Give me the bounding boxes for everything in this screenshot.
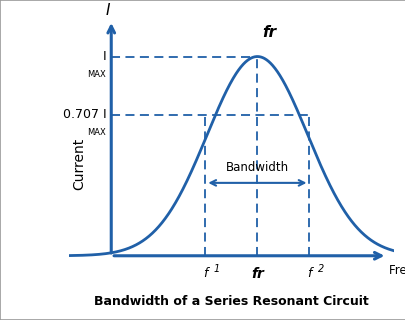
Text: fr: fr bbox=[250, 267, 263, 281]
Text: MAX: MAX bbox=[87, 70, 106, 79]
Text: Current: Current bbox=[72, 137, 85, 189]
Text: 2: 2 bbox=[317, 264, 323, 274]
Text: Bandwidth of a Series Resonant Circuit: Bandwidth of a Series Resonant Circuit bbox=[94, 295, 368, 308]
Text: 1: 1 bbox=[213, 264, 219, 274]
Text: fr: fr bbox=[262, 25, 276, 40]
Text: MAX: MAX bbox=[87, 128, 106, 137]
Text: f: f bbox=[203, 267, 207, 280]
Text: Bandwidth: Bandwidth bbox=[225, 161, 288, 174]
Text: f: f bbox=[307, 267, 311, 280]
Text: 0.707 I: 0.707 I bbox=[63, 108, 106, 121]
Text: I: I bbox=[105, 3, 110, 18]
Text: Frequency,: Frequency, bbox=[388, 264, 405, 277]
Text: I: I bbox=[102, 50, 106, 63]
